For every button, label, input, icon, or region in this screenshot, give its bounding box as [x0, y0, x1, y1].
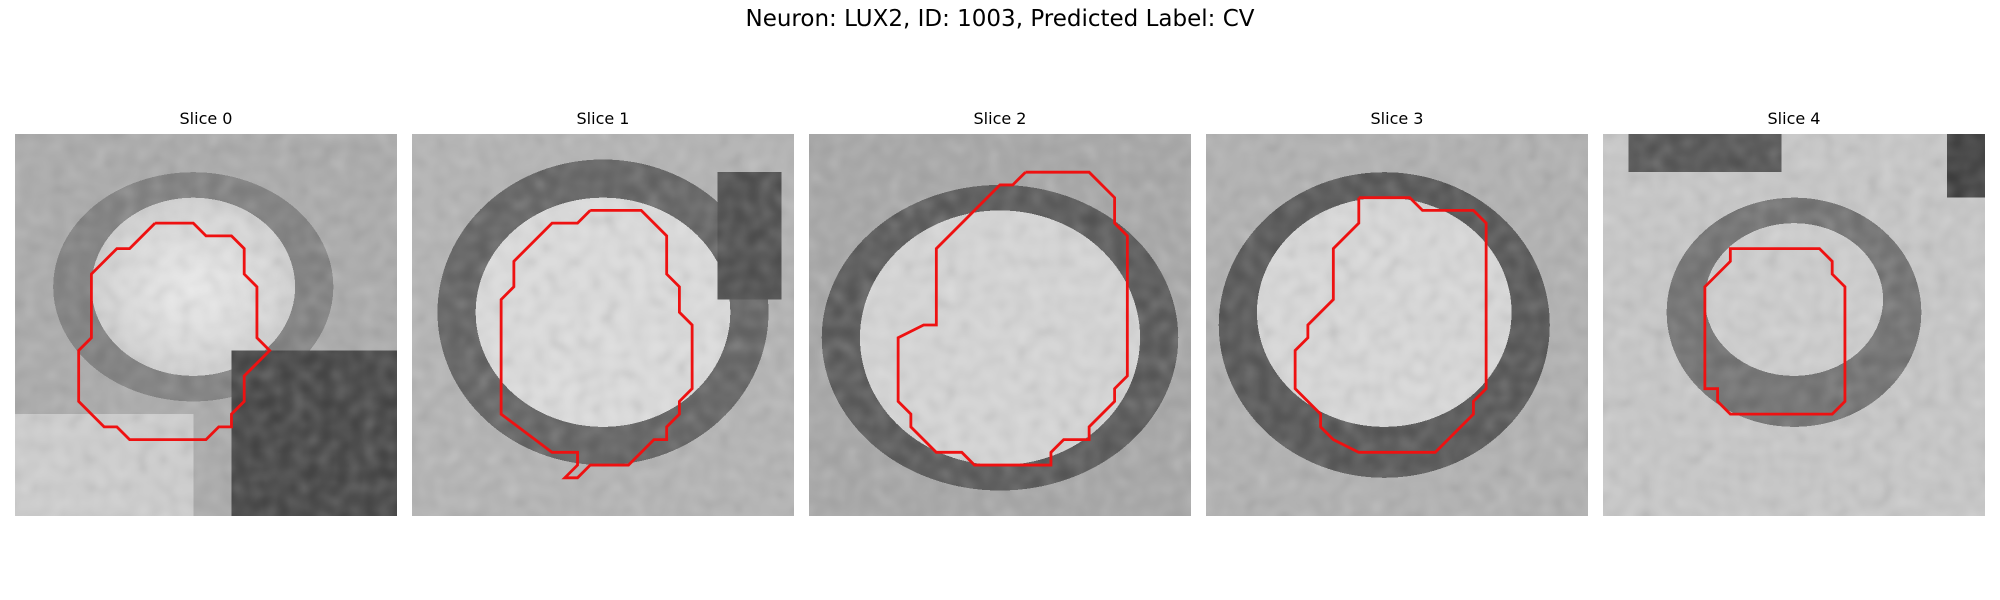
slice-3-title: Slice 3 — [1370, 109, 1424, 128]
slice-0-title: Slice 0 — [179, 109, 233, 128]
slice-1-image — [412, 134, 794, 516]
slice-3-panel: Slice 3 — [1206, 108, 1588, 516]
slice-1-title: Slice 1 — [576, 109, 630, 128]
figure-title: Neuron: LUX2, ID: 1003, Predicted Label:… — [745, 6, 1255, 32]
slice-4-image — [1603, 134, 1985, 516]
slice-4-title: Slice 4 — [1767, 109, 1821, 128]
slice-4-panel: Slice 4 — [1603, 108, 1985, 516]
slice-2-image — [809, 134, 1191, 516]
slice-1-panel: Slice 1 — [412, 108, 794, 516]
slice-0-image — [15, 134, 397, 516]
slice-2-panel: Slice 2 — [809, 108, 1191, 516]
slice-3-image — [1206, 134, 1588, 516]
slice-0-panel: Slice 0 — [15, 108, 397, 516]
slice-2-title: Slice 2 — [973, 109, 1027, 128]
